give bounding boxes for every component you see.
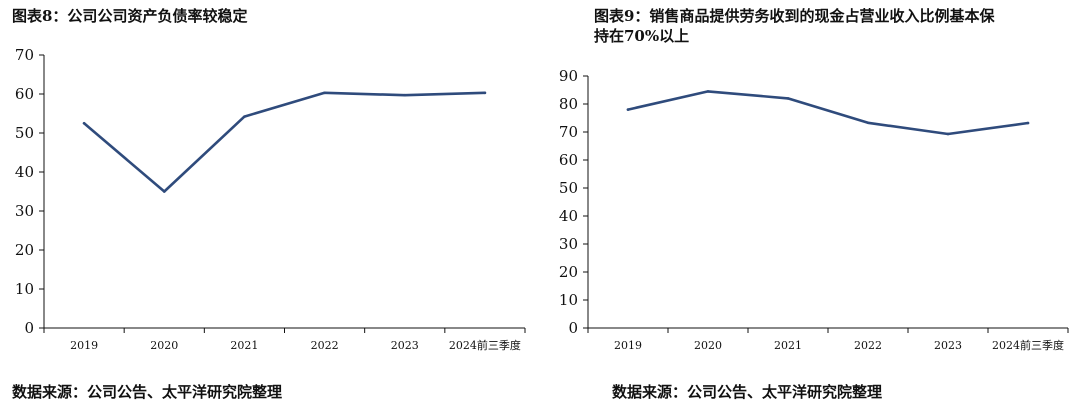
data-point	[866, 121, 870, 125]
figure-8-panel: 图表8：公司公司资产负债率较稳定 0 10 20 30 40 50 60 70 2019 2020…	[12, 6, 526, 401]
y-tick-label: 30	[15, 202, 34, 220]
x-tick-label: 2019	[614, 339, 642, 352]
y-tick-label: 0	[24, 319, 34, 337]
x-tick-label: 2019	[70, 339, 98, 352]
y-tick-label: 60	[15, 85, 34, 103]
figure-8-line-chart: 0 10 20 30 40 50 60 70 2019 2020 2021 2022 2023 2024前…	[15, 46, 526, 352]
data-point	[706, 90, 710, 93]
figure-8-title-line: 图表8：公司公司资产负债率较稳定	[12, 7, 248, 25]
data-point	[626, 108, 630, 111]
y-tick-label: 10	[559, 291, 578, 309]
y-tick-label: 0	[568, 319, 578, 337]
y-tick-label: 50	[15, 124, 34, 142]
y-tick-label: 40	[559, 207, 578, 225]
data-point	[946, 132, 950, 136]
data-point	[162, 190, 166, 193]
y-tick-label: 40	[15, 163, 34, 181]
x-tick-label: 2023	[391, 339, 419, 352]
y-tick-label: 10	[15, 280, 34, 298]
series-line	[626, 90, 1030, 136]
y-tick-label: 30	[559, 235, 578, 253]
y-tick-label: 50	[559, 179, 578, 197]
x-tick-label: 2024前三季度	[992, 338, 1064, 352]
y-tick-label: 60	[559, 151, 578, 169]
x-tick-label: 2021	[774, 339, 802, 352]
y-tick-label: 90	[559, 67, 578, 85]
data-point	[1026, 121, 1030, 125]
y-tick-label: 70	[15, 46, 34, 64]
x-tick-label: 2021	[230, 339, 258, 352]
data-point	[403, 93, 407, 97]
data-point	[483, 91, 487, 95]
figure-9-source: 数据来源：公司公告、太平洋研究院整理	[612, 383, 883, 401]
y-tick-label: 20	[15, 241, 34, 259]
data-point	[243, 115, 246, 118]
x-tick-label: 2022	[854, 339, 882, 352]
data-point	[323, 91, 326, 95]
x-tick-label: 2023	[934, 339, 962, 352]
figure-9-title-line-1: 图表9：销售商品提供劳务收到的现金占营业收入比例基本保	[594, 7, 995, 25]
figure-9-title-line-2: 持在70%以上	[594, 27, 690, 45]
y-tick-label: 80	[559, 95, 578, 113]
x-tick-label: 2020	[150, 339, 178, 352]
y-tick-label: 70	[559, 123, 578, 141]
figure-9-panel: 图表9：销售商品提供劳务收到的现金占营业收入比例基本保 持在70%以上 0 10 2…	[540, 0, 1080, 405]
figure-9-line-chart: 0 10 20 30 40 50 60 70 80 90 2019 2020 2021 2022 2023 2…	[559, 67, 1069, 352]
figure-8-title: 图表8：公司公司资产负债率较稳定	[12, 6, 522, 26]
x-tick-label: 2024前三季度	[449, 338, 521, 352]
series-line	[82, 91, 487, 193]
data-point	[82, 121, 86, 125]
y-tick-label: 20	[559, 263, 578, 281]
data-point	[786, 97, 790, 100]
figure-9-title: 图表9：销售商品提供劳务收到的现金占营业收入比例基本保 持在70%以上	[594, 6, 1074, 46]
figure-8-source: 数据来源：公司公告、太平洋研究院整理	[12, 383, 283, 401]
x-tick-label: 2022	[311, 339, 339, 352]
x-tick-label: 2020	[694, 339, 722, 352]
